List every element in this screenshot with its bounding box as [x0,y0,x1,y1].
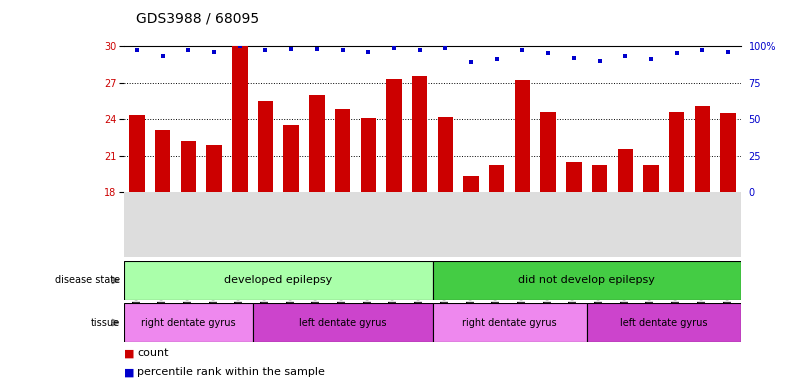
Point [490,56,503,62]
Bar [309,95,324,192]
Point [645,56,658,62]
Bar [694,106,710,192]
Point [439,45,452,51]
Bar [129,116,145,192]
Bar [181,141,196,192]
Point [182,47,195,53]
Bar [592,165,607,192]
Bar [412,76,428,192]
Text: left dentate gyrus: left dentate gyrus [620,318,707,328]
Point [541,50,554,56]
Point [413,47,426,53]
Point [285,46,298,52]
Bar [489,165,505,192]
Bar [258,101,273,192]
Text: ■: ■ [124,348,135,358]
Bar [618,149,633,192]
Point [259,47,272,53]
Text: percentile rank within the sample: percentile rank within the sample [137,367,325,377]
Bar [124,303,252,342]
Bar [566,162,582,192]
Text: disease state: disease state [55,275,120,285]
Text: GDS3988 / 68095: GDS3988 / 68095 [136,12,260,25]
Bar [386,79,402,192]
Point [516,47,529,53]
Point [388,45,400,51]
Bar [515,80,530,192]
Text: ■: ■ [124,367,135,377]
Text: count: count [137,348,168,358]
Bar [232,46,248,192]
Bar [335,109,350,192]
Point [131,47,143,53]
Bar [207,145,222,192]
Bar [124,261,433,300]
Text: tissue: tissue [91,318,120,328]
Point [670,50,683,56]
Point [336,47,349,53]
Bar [541,112,556,192]
Point [696,47,709,53]
Bar [284,125,299,192]
Bar [587,303,741,342]
Bar [669,112,684,192]
Point [311,46,324,52]
Point [465,59,477,65]
Bar [463,176,479,192]
Bar [360,118,376,192]
Point [619,53,632,60]
Text: did not develop epilepsy: did not develop epilepsy [518,275,655,285]
Point [207,49,220,55]
Point [156,53,169,60]
Text: right dentate gyrus: right dentate gyrus [462,318,557,328]
Bar [155,130,171,192]
Text: developed epilepsy: developed epilepsy [224,275,332,285]
Point [362,49,375,55]
Text: left dentate gyrus: left dentate gyrus [299,318,386,328]
Point [567,55,580,61]
Point [233,43,246,49]
Bar [643,165,658,192]
Bar [433,303,587,342]
Point [722,49,735,55]
Bar [433,261,741,300]
Bar [720,113,736,192]
Text: right dentate gyrus: right dentate gyrus [141,318,235,328]
Point [594,58,606,64]
Bar [252,303,433,342]
Bar [437,117,453,192]
